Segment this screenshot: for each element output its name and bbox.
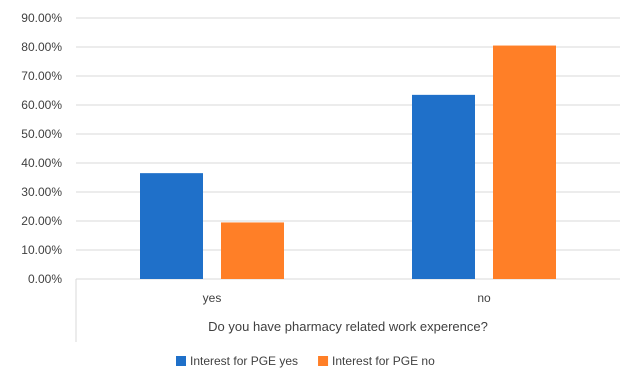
y-tick-label: 60.00% — [21, 98, 62, 112]
legend-label: Interest for PGE no — [332, 354, 435, 368]
y-tick-label: 20.00% — [21, 214, 62, 228]
x-axis-title: Do you have pharmacy related work expere… — [208, 319, 488, 334]
y-tick-label: 90.00% — [21, 11, 62, 25]
legend-swatch — [318, 356, 329, 366]
y-tick-label: 30.00% — [21, 185, 62, 199]
x-category-label: no — [477, 291, 491, 305]
legend-swatch — [176, 356, 186, 366]
bar-no-interest-yes — [412, 94, 475, 279]
legend-label: Interest for PGE yes — [190, 354, 298, 368]
y-tick-label: 70.00% — [21, 69, 62, 83]
y-tick-label: 50.00% — [21, 127, 62, 141]
y-tick-label: 10.00% — [21, 243, 62, 257]
bar-yes-interest-no — [221, 222, 284, 279]
y-tick-label: 80.00% — [21, 40, 62, 54]
y-tick-label: 0.00% — [28, 272, 62, 286]
bar-yes-interest-yes — [140, 173, 203, 279]
bar-no-interest-no — [493, 45, 556, 279]
y-tick-label: 40.00% — [21, 156, 62, 170]
x-category-label: yes — [203, 291, 222, 305]
